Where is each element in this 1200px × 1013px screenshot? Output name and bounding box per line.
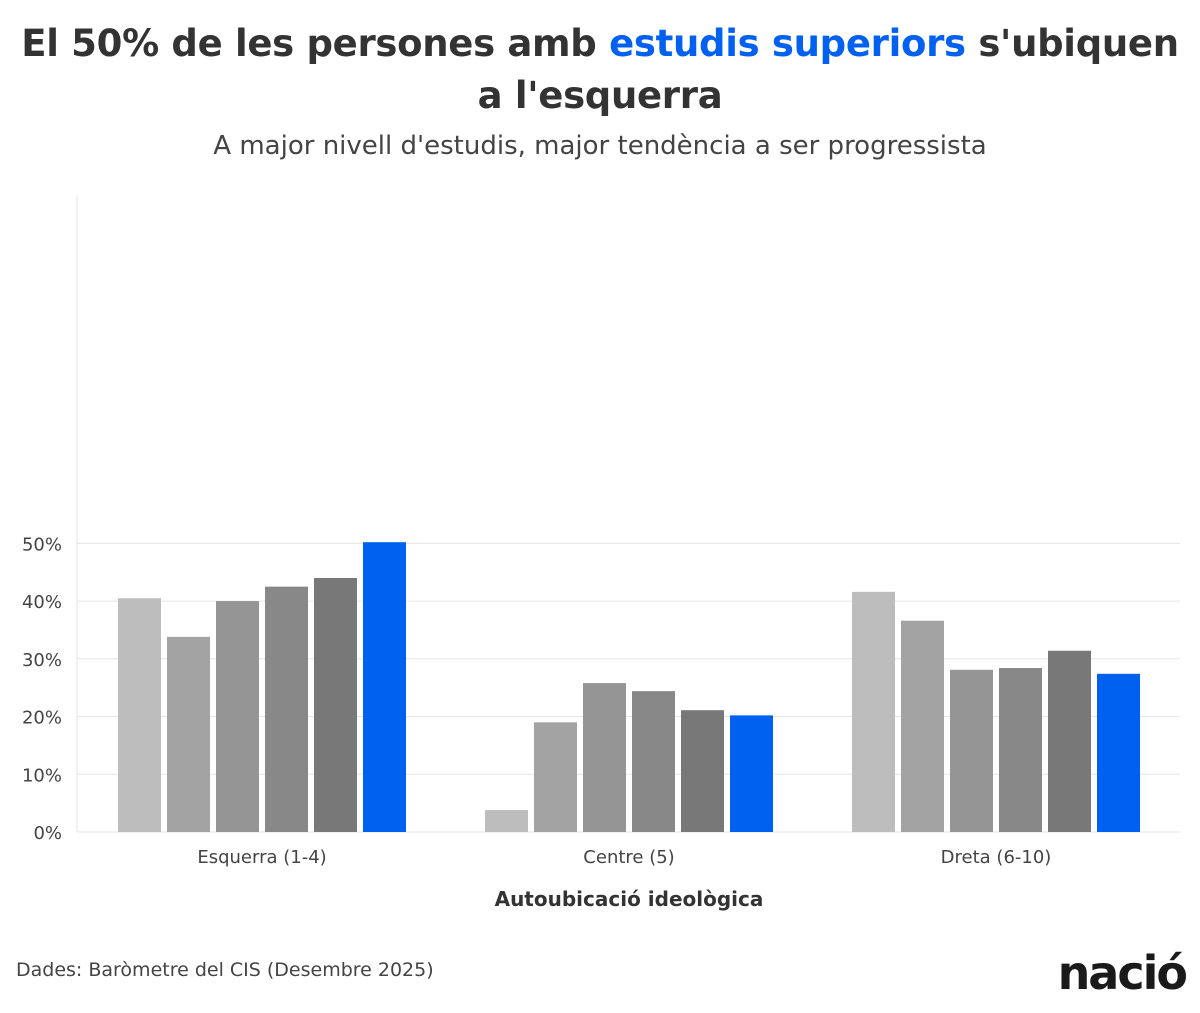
bar-1-6 [363,542,406,832]
title-part-2: s'ubiquen [965,22,1179,65]
x-axis-label: Autoubicació ideològica [495,887,764,911]
x-tick-label: Dreta (6-10) [941,847,1052,868]
grid-lines [77,542,1180,833]
bar-1-2 [167,636,210,832]
bar-2-2 [534,722,577,832]
bar-3-3 [950,669,993,832]
chart-subtitle: A major nivell d'estudis, major tendènci… [213,131,987,161]
x-tick-label: Esquerra (1-4) [197,847,326,868]
y-axis-ticks: 0% 10% 20% 30% 40% 50% [22,534,62,844]
data-source-note: Dades: Baròmetre del CIS (Desembre 2025) [16,959,434,981]
bar-2-1 [485,810,528,832]
chart-title: El 50% de les persones amb estudis super… [0,18,1200,122]
bar-chart: 0% 10% 20% 30% 40% 50% Esquerra (1-4) Centre (… [22,196,1180,911]
bar-3-4 [999,668,1042,832]
bar-2-4 [632,691,675,832]
bars [118,542,1140,832]
bar-1-3 [216,601,259,832]
bar-1-1 [118,598,161,832]
bar-2-3 [583,683,626,832]
bar-3-1 [852,591,895,832]
bar-2-5 [681,710,724,832]
x-axis-ticks: Esquerra (1-4) Centre (5) Dreta (6-10) [197,847,1051,868]
bar-3-6 [1097,673,1140,832]
bar-1-4 [265,586,308,832]
y-tick-label: 30% [22,650,62,671]
y-tick-label: 10% [22,765,62,786]
y-tick-label: 50% [22,534,62,555]
bar-3-5 [1048,650,1091,832]
bar-1-5 [314,577,357,832]
title-line-2: a l'esquerra [477,74,723,117]
x-tick-label: Centre (5) [583,847,674,868]
y-tick-label: 20% [22,708,62,729]
bar-3-2 [901,620,944,832]
logo-text: nació [1058,946,1187,1000]
y-tick-label: 40% [22,592,62,613]
title-highlight: estudis superiors [609,22,966,65]
nacio-logo: nació [1058,946,1189,1000]
title-part-1: El 50% de les persones amb [21,22,610,65]
bar-2-6 [730,715,773,832]
y-tick-label: 0% [33,823,62,844]
